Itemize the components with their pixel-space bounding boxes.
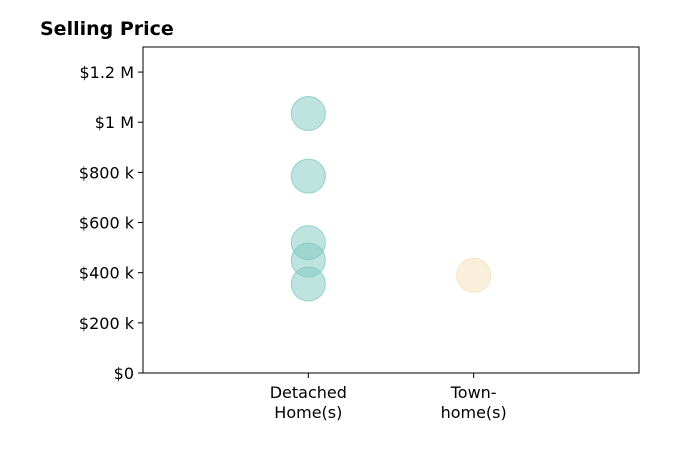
data-point (456, 257, 492, 293)
chart-title: Selling Price (40, 18, 174, 40)
data-point (290, 158, 326, 194)
x-category-label-line: home(s) (441, 403, 507, 422)
x-category-label: Town-home(s) (441, 383, 507, 422)
data-point (290, 95, 326, 131)
y-tick-label: $400 k (79, 264, 135, 283)
y-tick-label: $600 k (79, 214, 135, 233)
x-category-label: Detached Home(s) (270, 383, 347, 422)
data-points (290, 95, 492, 302)
y-axis: $0 $200 k $400 k $600 k $800 k $1 M $1.2 M (79, 63, 143, 383)
x-category-label-line: Town- (450, 383, 497, 402)
y-tick-label: $1 M (95, 113, 134, 132)
y-tick-label: $0 (114, 364, 134, 383)
plot-area-frame (142, 46, 640, 374)
y-tick-label: $200 k (79, 314, 135, 333)
x-axis: Detached Home(s) Town-home(s) (270, 373, 507, 422)
y-tick-label: $800 k (79, 163, 135, 182)
x-category-label-line: Detached (270, 383, 347, 402)
y-tick-label: $1.2 M (79, 63, 134, 82)
x-category-label-line: Home(s) (274, 403, 342, 422)
data-point (290, 266, 326, 302)
